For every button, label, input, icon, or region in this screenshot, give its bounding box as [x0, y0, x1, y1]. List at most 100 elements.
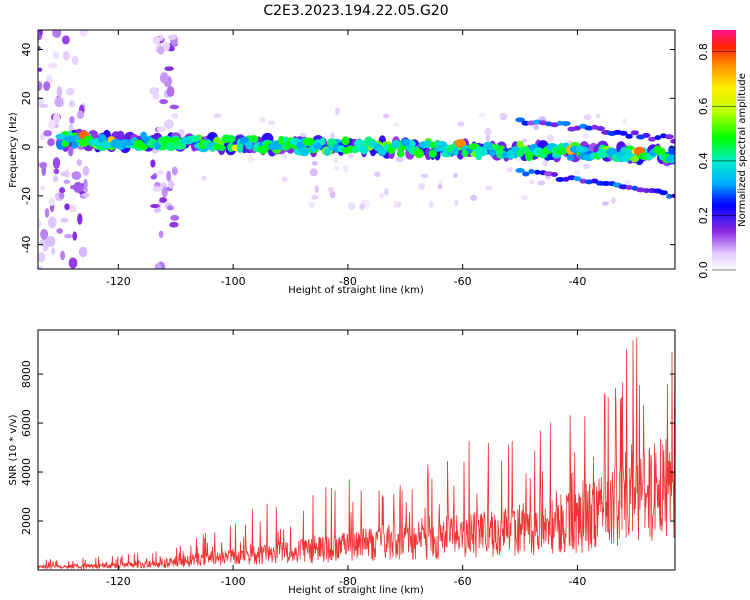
spectrogram-cell — [348, 202, 356, 211]
bottom-x-tick-label: -80 — [339, 575, 357, 588]
spectrogram-cell — [555, 148, 567, 155]
spectrogram-cell — [161, 186, 168, 198]
spectrogram-cell — [537, 180, 546, 186]
spectrogram-cell — [153, 207, 161, 213]
colorbar-ticks: 0.0 0.2 0.4 0.6 0.8 — [697, 43, 736, 279]
spectrogram-cell — [52, 157, 61, 169]
spectrogram-cell — [157, 200, 162, 211]
spectrogram-cell — [76, 159, 82, 166]
spectrogram-cell — [157, 170, 164, 175]
spectrogram-cell — [168, 179, 175, 189]
top-x-tick-label: -60 — [454, 275, 472, 288]
spectrogram-cell — [668, 145, 675, 155]
spectrogram-cell — [245, 141, 253, 150]
spectrogram-cell — [53, 168, 60, 175]
spectrogram-cell — [48, 197, 55, 207]
spectrogram-cell — [52, 112, 61, 124]
spectrogram-cell — [58, 192, 65, 199]
spectrogram-cell — [573, 176, 582, 182]
spectrogram-cell — [38, 265, 43, 269]
spectrogram-cell — [281, 154, 288, 160]
spectrogram-cell — [40, 185, 46, 191]
spectrogram-cell — [323, 147, 331, 157]
snr-marks — [38, 337, 675, 570]
spectrogram-cell — [52, 30, 62, 38]
spectrogram-cell — [81, 192, 90, 198]
spectrogram-cell — [47, 138, 55, 147]
spectrogram-cell — [162, 42, 170, 52]
spectrogram-cell — [457, 121, 465, 127]
spectrogram-cell — [68, 204, 77, 213]
spectrogram-cell — [359, 144, 369, 155]
spectrogram-cell — [38, 67, 43, 72]
spectrogram-cell — [567, 126, 576, 132]
spectrogram-cell — [65, 168, 70, 179]
colorbar — [712, 30, 736, 270]
spectrogram-cell — [83, 178, 88, 190]
spectrogram-cell — [150, 204, 160, 209]
spectrogram-cell — [169, 104, 180, 110]
spectrogram-cell — [395, 156, 404, 163]
top-y-tick-label: 20 — [20, 91, 33, 105]
spectrogram-cell — [43, 81, 51, 91]
spectrogram-cell — [159, 197, 168, 204]
spectrogram-cell — [534, 169, 541, 175]
spectrogram-cell — [149, 87, 159, 95]
spectrogram-cell — [267, 120, 276, 126]
spectrogram-cell — [493, 144, 501, 152]
spectrogram-cell — [547, 134, 555, 142]
spectrogram-cell — [351, 146, 358, 154]
spectrogram-cell — [63, 179, 71, 185]
spectrogram-cell — [555, 177, 565, 182]
spectrogram-cell — [327, 186, 334, 193]
spectrogram-cell — [485, 185, 493, 191]
spectrogram-cell — [311, 195, 319, 200]
top-y-axis-label: Frequency (Hz) — [8, 112, 19, 188]
spectrogram-cell — [213, 113, 222, 118]
spectrogram-cell — [311, 161, 318, 166]
spectrogram-cell — [158, 230, 164, 239]
spectrogram-cell — [71, 141, 79, 149]
spectrogram-cell — [654, 135, 662, 141]
spectrogram-cell — [378, 192, 385, 199]
spectrogram-cell — [584, 125, 594, 131]
spectrogram-cell — [152, 36, 161, 45]
spectrogram-cell — [319, 137, 326, 146]
spectrogram-cell — [169, 221, 179, 228]
spectrogram-cell — [610, 197, 616, 204]
spectrogram-cell — [624, 179, 631, 186]
spectrogram-cell — [314, 185, 319, 193]
spectrogram-cell — [452, 146, 460, 156]
spectrogram-cell — [666, 193, 673, 199]
spectrogram-cell — [56, 86, 63, 98]
bottom-axes: -120 -100 -80 -60 -40 2000 4000 6000 8000 — [20, 330, 675, 588]
spectrogram-cell — [171, 112, 179, 119]
spectrogram-cell — [484, 128, 492, 136]
spectrogram-cell — [670, 138, 675, 144]
spectrogram-cell — [334, 107, 340, 115]
spectrogram-cell — [566, 154, 575, 161]
spectrogram-cell — [341, 136, 350, 146]
spectrogram-cell — [347, 152, 354, 160]
spectrogram-cell — [334, 165, 340, 171]
spectrogram-cell — [52, 51, 60, 60]
colorbar-label: Normalized spectral amplitude — [737, 73, 748, 227]
chart-title: C2E3.2023.194.22.05.G20 — [263, 3, 448, 19]
spectrogram-cell — [188, 135, 200, 143]
spectrogram-cell — [62, 50, 70, 61]
spectrogram-cell — [648, 136, 656, 142]
top-y-tick-label: -20 — [20, 187, 33, 205]
spectrogram-cell — [54, 97, 64, 108]
spectrogram-cell — [38, 103, 49, 109]
spectrogram-cell — [38, 218, 42, 229]
spectrogram-cell — [630, 130, 639, 136]
spectrogram-cell — [538, 120, 548, 126]
spectrogram-cell — [66, 87, 75, 96]
bottom-y-tick-label: 6000 — [20, 409, 33, 437]
spectrogram-cell — [542, 160, 548, 167]
spectrogram-cell — [154, 263, 162, 269]
colorbar-tick-label: 0.8 — [697, 43, 710, 61]
spectrogram-cell — [281, 176, 288, 182]
bottom-y-axis-label: SNR (10 * v/v) — [8, 414, 19, 485]
spectrogram-cell — [170, 214, 180, 221]
